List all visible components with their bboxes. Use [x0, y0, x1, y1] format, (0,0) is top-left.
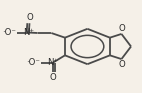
Text: ·O⁻: ·O⁻ [27, 58, 40, 67]
Text: N⁺: N⁺ [23, 28, 34, 37]
Text: O: O [118, 24, 125, 33]
Text: O: O [118, 60, 125, 69]
Text: O: O [26, 13, 33, 22]
Text: ‧O⁻: ‧O⁻ [2, 28, 16, 37]
Text: O: O [49, 73, 56, 82]
Text: N⁺: N⁺ [47, 58, 58, 67]
